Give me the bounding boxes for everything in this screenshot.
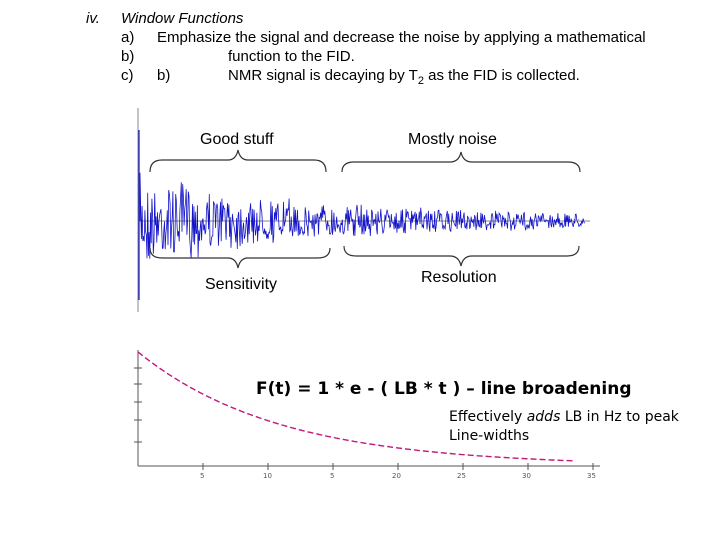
wf-x-tick-glyphs: 5 10 5 20 25 30 35: [200, 472, 596, 480]
label-sensitivity: Sensitivity: [205, 276, 278, 293]
decay-curve: [137, 351, 574, 462]
item-marker-b: b): [121, 48, 135, 65]
svg-text:20: 20: [392, 472, 401, 480]
fid-axis-glyph: …: [573, 214, 580, 222]
brace-sensitivity: [149, 247, 331, 269]
label-good-stuff: Good stuff: [200, 131, 274, 148]
fid-trace-path: [139, 172, 585, 259]
note-line-2: Line-widths: [449, 428, 530, 444]
svg-text:25: 25: [457, 472, 466, 480]
svg-text:30: 30: [522, 472, 531, 480]
item-text-c: NMR signal is decaying by T2 as the FID …: [228, 66, 580, 91]
label-resolution: Resolution: [421, 269, 497, 286]
item-marker-c: c): [121, 67, 134, 84]
item-text-c-before: NMR signal is decaying by T: [228, 67, 418, 84]
note-pre: Effectively: [449, 409, 527, 425]
t2-subscript: 2: [417, 75, 424, 87]
note-line-1: Effectively adds LB in Hz to peak: [449, 408, 679, 427]
svg-text:5: 5: [330, 472, 334, 480]
item-text-c-after: as the FID is collected.: [423, 67, 580, 84]
fid-trace: [138, 130, 585, 300]
svg-text:5: 5: [200, 472, 204, 480]
note-emph: adds: [526, 409, 561, 425]
wf-x-ticks: [202, 463, 594, 470]
svg-text:10: 10: [263, 472, 272, 480]
equation: F(t) = 1 * e - ( LB * t ) – line broaden…: [256, 379, 632, 399]
item-text-b: function to the FID.: [228, 48, 355, 65]
brace-resolution: [343, 245, 580, 267]
item-submarker-c: b): [157, 67, 171, 84]
item-marker-a: a): [121, 29, 135, 46]
item-text-a: Emphasize the signal and decrease the no…: [157, 29, 646, 46]
wf-y-ticks: [134, 367, 142, 443]
section-title: Window Functions: [121, 10, 244, 27]
svg-text:35: 35: [587, 472, 596, 480]
note-post: LB in Hz to peak: [560, 409, 679, 425]
section-numeral: iv.: [86, 10, 100, 27]
label-mostly-noise: Mostly noise: [408, 131, 497, 148]
brace-good: [149, 149, 327, 173]
brace-noise: [341, 151, 581, 173]
